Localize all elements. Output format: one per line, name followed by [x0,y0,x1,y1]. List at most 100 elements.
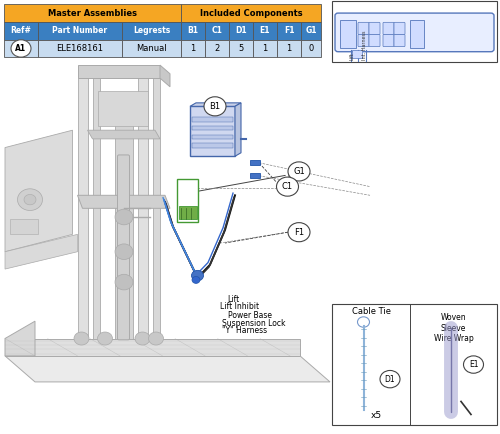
Circle shape [148,332,164,345]
Circle shape [115,244,133,260]
FancyBboxPatch shape [38,22,122,39]
Circle shape [464,356,483,373]
Polygon shape [5,130,72,252]
Circle shape [380,371,400,388]
Text: Ref#: Ref# [10,26,31,35]
Circle shape [115,209,133,225]
FancyBboxPatch shape [4,4,181,22]
Text: x5: x5 [370,411,382,420]
FancyBboxPatch shape [205,22,229,39]
FancyBboxPatch shape [358,34,369,46]
FancyBboxPatch shape [394,34,405,46]
Text: B1: B1 [188,26,198,35]
FancyBboxPatch shape [181,4,321,22]
FancyBboxPatch shape [190,106,235,156]
Text: Cable Tie: Cable Tie [352,307,391,316]
Circle shape [24,194,36,205]
Text: B1: B1 [210,102,220,111]
FancyBboxPatch shape [394,22,405,34]
Text: D1: D1 [235,26,247,35]
FancyBboxPatch shape [181,39,205,57]
FancyBboxPatch shape [192,117,233,122]
Polygon shape [5,339,300,356]
Text: 5: 5 [238,44,244,53]
FancyBboxPatch shape [358,22,369,34]
FancyBboxPatch shape [340,20,355,48]
FancyBboxPatch shape [335,13,494,52]
Circle shape [11,40,31,57]
FancyBboxPatch shape [98,91,148,126]
Text: F1: F1 [294,228,304,237]
Circle shape [115,274,133,290]
FancyBboxPatch shape [369,34,380,46]
FancyBboxPatch shape [176,179,199,222]
FancyBboxPatch shape [277,22,301,39]
Text: E1: E1 [469,360,478,369]
Polygon shape [5,356,330,382]
FancyBboxPatch shape [205,39,229,57]
FancyBboxPatch shape [332,1,497,62]
Polygon shape [78,78,88,339]
Polygon shape [190,103,241,106]
FancyBboxPatch shape [192,126,233,130]
Circle shape [288,162,310,181]
Text: Legrests: Legrests [133,26,170,35]
Text: Lift Inhibit: Lift Inhibit [220,302,259,311]
FancyBboxPatch shape [301,22,321,39]
Text: Woven
Sleeve
Wire Wrap: Woven Sleeve Wire Wrap [434,313,474,343]
Text: C1: C1 [282,182,293,191]
Circle shape [74,332,89,345]
FancyBboxPatch shape [352,50,362,58]
Text: Int. Harness: Int. Harness [362,31,367,60]
FancyBboxPatch shape [250,173,260,178]
FancyBboxPatch shape [4,39,38,57]
Polygon shape [115,95,132,339]
Circle shape [192,270,203,281]
FancyBboxPatch shape [229,22,253,39]
FancyBboxPatch shape [122,39,181,57]
FancyBboxPatch shape [369,22,380,34]
Polygon shape [138,78,147,339]
FancyBboxPatch shape [250,160,260,165]
FancyBboxPatch shape [277,39,301,57]
Text: E1: E1 [260,26,270,35]
FancyBboxPatch shape [410,20,424,48]
Text: A1: A1 [16,44,26,53]
Text: C1: C1 [212,26,222,35]
FancyBboxPatch shape [383,34,394,46]
FancyBboxPatch shape [10,219,38,234]
Circle shape [276,177,298,196]
Text: G1: G1 [293,167,305,176]
Text: 1: 1 [190,44,196,53]
FancyBboxPatch shape [181,22,205,39]
Text: Included Components: Included Components [200,9,302,18]
Circle shape [204,97,226,116]
FancyBboxPatch shape [192,135,233,139]
Circle shape [358,317,370,327]
Text: Master Assemblies: Master Assemblies [48,9,137,18]
Polygon shape [88,130,160,139]
Text: Manual: Manual [136,44,167,53]
FancyBboxPatch shape [4,22,38,39]
Text: ELE168161: ELE168161 [56,44,104,53]
FancyBboxPatch shape [383,22,394,34]
Text: F1: F1 [284,26,294,35]
Circle shape [192,276,200,283]
FancyBboxPatch shape [122,22,181,39]
Polygon shape [92,78,100,339]
Text: Power Base: Power Base [228,312,272,320]
Text: 2: 2 [214,44,220,53]
Text: 1: 1 [262,44,268,53]
Text: G1: G1 [306,26,317,35]
Text: 1: 1 [286,44,292,53]
FancyBboxPatch shape [38,39,122,57]
Circle shape [135,332,150,345]
Circle shape [98,332,112,345]
Text: 0: 0 [308,44,314,53]
FancyBboxPatch shape [332,304,497,425]
Text: D1: D1 [384,375,396,384]
FancyBboxPatch shape [178,206,196,219]
Circle shape [18,189,42,210]
FancyBboxPatch shape [253,22,277,39]
FancyBboxPatch shape [229,39,253,57]
